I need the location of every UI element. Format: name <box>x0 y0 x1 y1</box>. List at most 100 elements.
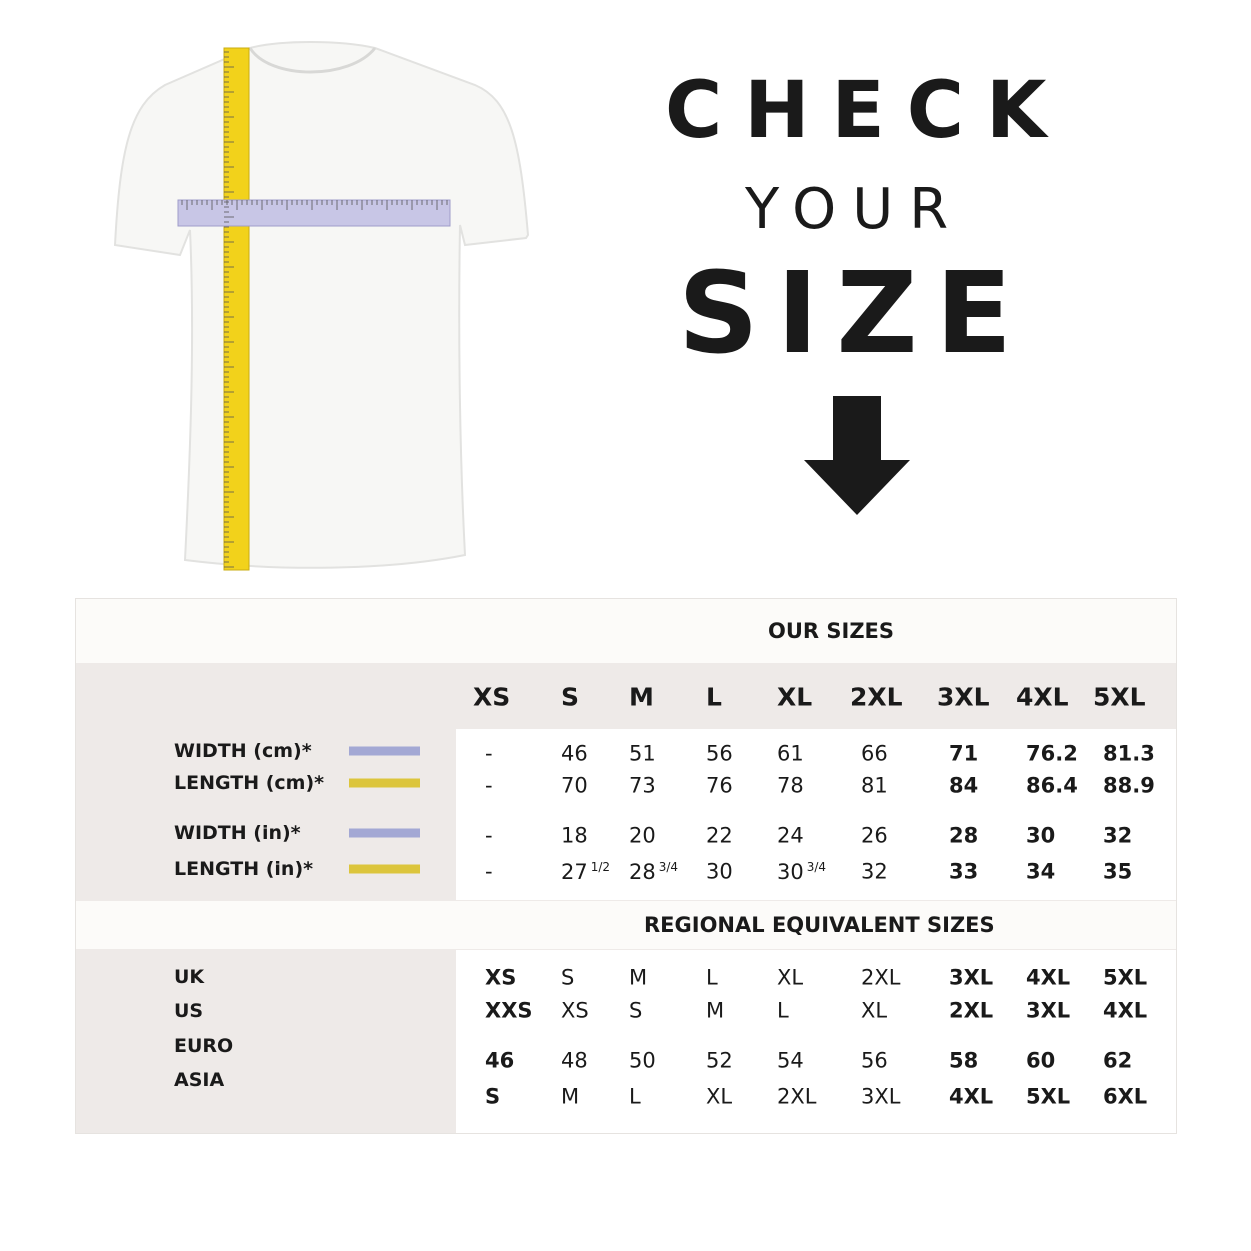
regional-size-value: 50 <box>629 1048 656 1073</box>
region-label-euro: EURO <box>174 1035 234 1057</box>
regional-size-value: XS <box>485 965 517 990</box>
regional-size-value: M <box>561 1084 580 1109</box>
value-text: 33 <box>949 859 979 884</box>
value-text: 35 <box>1103 859 1133 884</box>
value-text: 46 <box>561 741 588 766</box>
measure-value: 26 <box>861 825 888 847</box>
regional-size-value: 3XL <box>949 965 994 990</box>
regional-size-value: M <box>629 965 648 990</box>
size-header-xs: XS <box>473 682 511 712</box>
value-text: - <box>485 823 493 848</box>
size-header-xl: XL <box>777 682 813 712</box>
regional-size-value: 62 <box>1103 1048 1133 1073</box>
value-text: 34 <box>1026 859 1056 884</box>
regional-size-value: 3XL <box>861 1084 901 1109</box>
value-text: 84 <box>949 773 979 798</box>
measure-value: 28 3/4 <box>629 861 678 883</box>
value-text: 66 <box>861 741 888 766</box>
value-text: 22 <box>706 823 733 848</box>
measure-value: 27 1/2 <box>561 861 610 883</box>
size-header-s: S <box>561 682 580 712</box>
measure-value: 61 <box>777 741 804 766</box>
regional-size-value: 60 <box>1026 1048 1056 1073</box>
length-swatch <box>349 778 420 788</box>
tshirt-image <box>113 41 530 571</box>
regional-size-value: L <box>706 965 718 990</box>
value-text: 51 <box>629 741 656 766</box>
region-label-asia: ASIA <box>174 1069 225 1091</box>
value-text: 27 <box>561 860 588 884</box>
value-text: - <box>485 859 493 884</box>
regional-size-value: L <box>629 1084 641 1109</box>
size-header-l: L <box>706 682 722 712</box>
measure-value: 33 <box>949 859 979 884</box>
measure-value: - <box>485 823 493 848</box>
measure-value: 35 <box>1103 859 1133 884</box>
regional-size-value: XXS <box>485 998 533 1023</box>
value-text: 73 <box>629 773 656 798</box>
measure-value: 28 <box>949 823 979 848</box>
value-text: 32 <box>1103 823 1133 848</box>
value-text: 70 <box>561 773 588 798</box>
value-text: 71 <box>949 741 979 766</box>
measure-value: 78 <box>777 773 804 798</box>
value-text: 86.4 <box>1026 773 1078 798</box>
regional-size-value: XS <box>561 998 589 1023</box>
measure-value: 32 <box>861 861 888 883</box>
measure-value: 76.2 <box>1026 743 1078 765</box>
regional-size-value: 4XL <box>1026 965 1071 990</box>
value-text: 30 <box>777 860 804 884</box>
value-text: 30 <box>706 859 733 884</box>
title-check: CHECK <box>665 66 1069 156</box>
regional-size-value: 2XL <box>777 1084 817 1109</box>
value-text: - <box>485 741 493 766</box>
value-text: 56 <box>706 741 733 766</box>
size-header-5xl: 5XL <box>1093 682 1146 712</box>
regional-size-value: 5XL <box>1103 965 1148 990</box>
region-label-us: US <box>174 1000 204 1022</box>
measure-value: 20 <box>629 825 656 847</box>
value-text: 88.9 <box>1103 773 1155 798</box>
measure-value: 70 <box>561 773 588 798</box>
measure-label: LENGTH (cm)* <box>174 772 325 794</box>
value-text: 18 <box>561 823 588 848</box>
value-text: 28 <box>629 860 656 884</box>
measure-value: 73 <box>629 773 656 798</box>
measure-value: 30 <box>706 859 733 884</box>
value-text: 76 <box>706 773 733 798</box>
measure-label: LENGTH (in)* <box>174 858 314 880</box>
value-text: 28 <box>949 823 979 848</box>
fraction-text: 3/4 <box>658 860 679 874</box>
value-text: - <box>485 773 493 798</box>
value-text: 78 <box>777 773 804 798</box>
regional-size-value: S <box>485 1084 501 1109</box>
width-swatch <box>349 828 420 838</box>
measure-value: 71 <box>949 741 979 766</box>
title-your: YOUR <box>745 177 965 242</box>
size-header-4xl: 4XL <box>1016 682 1069 712</box>
our-sizes-heading: OUR SIZES <box>768 619 895 643</box>
size-header-2xl: 2XL <box>850 682 903 712</box>
regional-size-value: 56 <box>861 1048 888 1073</box>
regional-size-value: S <box>629 998 643 1023</box>
arrow-down-icon <box>804 396 910 515</box>
regional-heading: REGIONAL EQUIVALENT SIZES <box>644 913 995 937</box>
value-text: 61 <box>777 741 804 766</box>
regional-band: REGIONAL EQUIVALENT SIZES <box>76 901 1176 949</box>
measure-value: 22 <box>706 823 733 848</box>
size-header-m: M <box>629 682 654 712</box>
regional-size-value: M <box>706 998 725 1023</box>
measure-value: 46 <box>561 741 588 766</box>
size-chart-table: OUR SIZES REGIONAL EQUIVALENT SIZES XS S M… <box>75 598 1177 1134</box>
value-text: 81 <box>861 773 888 798</box>
our-sizes-band: OUR SIZES <box>76 599 1176 663</box>
fraction-text: 3/4 <box>806 860 827 874</box>
regional-size-value: 58 <box>949 1048 979 1073</box>
measure-value: - <box>485 859 493 884</box>
value-text: 81.3 <box>1103 741 1155 766</box>
length-swatch <box>349 864 420 874</box>
regional-size-value: XL <box>706 1084 733 1109</box>
value-text: 24 <box>777 823 804 848</box>
measure-value: 34 <box>1026 859 1056 884</box>
measure-value: 88.9 <box>1103 773 1155 798</box>
